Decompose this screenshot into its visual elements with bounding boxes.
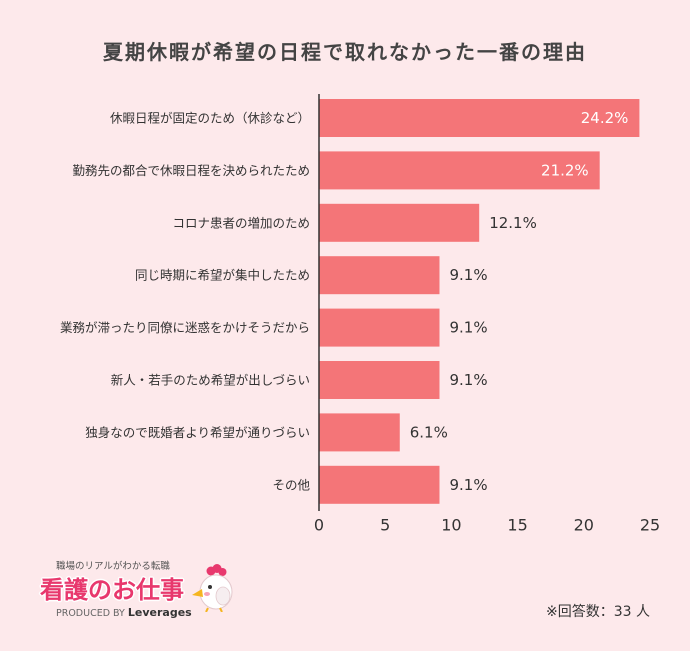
category-label: 業務が滞ったり同僚に迷惑をかけそうだから <box>60 320 310 335</box>
x-tick-label: 5 <box>380 516 390 535</box>
chart-title: 夏期休暇が希望の日程で取れなかった一番の理由 <box>103 40 587 64</box>
category-label: 独身なので既婚者より希望が通りづらい <box>85 425 310 440</box>
value-label: 21.2% <box>541 161 589 179</box>
bar-2 <box>319 151 600 190</box>
x-tick-label: 10 <box>441 516 461 535</box>
bar-1 <box>319 99 640 137</box>
bar-8 <box>319 465 440 504</box>
category-label: 休暇日程が固定のため（休診など） <box>110 111 310 126</box>
bar-5 <box>319 308 440 347</box>
logo-produced-by: PRODUCED BY Leverages <box>56 606 192 619</box>
logo-brand-name: Leverages <box>127 606 192 619</box>
x-tick-label: 15 <box>507 516 527 535</box>
bars-group <box>319 99 640 504</box>
logo-tagline: 職場のリアルがわかる転職 <box>56 561 170 572</box>
brand-logo: 職場のリアルがわかる転職 看護のお仕事 PRODUCED BY Leverage… <box>38 556 238 622</box>
x-tick-label: 20 <box>574 516 594 535</box>
bar-4 <box>319 256 440 295</box>
value-label: 12.1% <box>489 214 537 232</box>
bird-mascot-icon <box>192 564 233 612</box>
logo-name: 看護のお仕事 <box>40 576 184 604</box>
value-label: 6.1% <box>410 423 448 441</box>
logo-produced-by-text: PRODUCED BY <box>56 608 125 619</box>
value-label: 24.2% <box>581 109 629 127</box>
bar-6 <box>319 361 440 399</box>
category-label: 新人・若手のため希望が出しづらい <box>111 373 310 388</box>
x-tick-labels-group: 0 5 10 15 20 25 <box>314 516 660 535</box>
x-tick-label: 0 <box>314 516 324 535</box>
respondent-count-note: ※回答数：33 人 <box>546 604 650 620</box>
category-label: 同じ時期に希望が集中したため <box>135 268 310 283</box>
category-label: 勤務先の都合で休暇日程を決められたため <box>72 163 310 178</box>
category-labels-group: 休暇日程が固定のため（休診など） 勤務先の都合で休暇日程を決められたためコロナ患者… <box>60 111 311 493</box>
category-label: コロナ患者の増加のため <box>172 215 310 230</box>
value-labels-group: 24.2% 21.2% 12.1% 9.1% 9.1% 9.1% 6.1% 9.1% <box>410 109 629 494</box>
x-tick-label: 25 <box>640 516 660 535</box>
value-label: 9.1% <box>449 476 487 494</box>
bar-7 <box>319 413 400 452</box>
bar-3 <box>319 203 480 242</box>
category-label: その他 <box>272 477 310 492</box>
value-label: 9.1% <box>449 319 487 337</box>
value-label: 9.1% <box>449 371 487 389</box>
value-label: 9.1% <box>449 266 487 284</box>
